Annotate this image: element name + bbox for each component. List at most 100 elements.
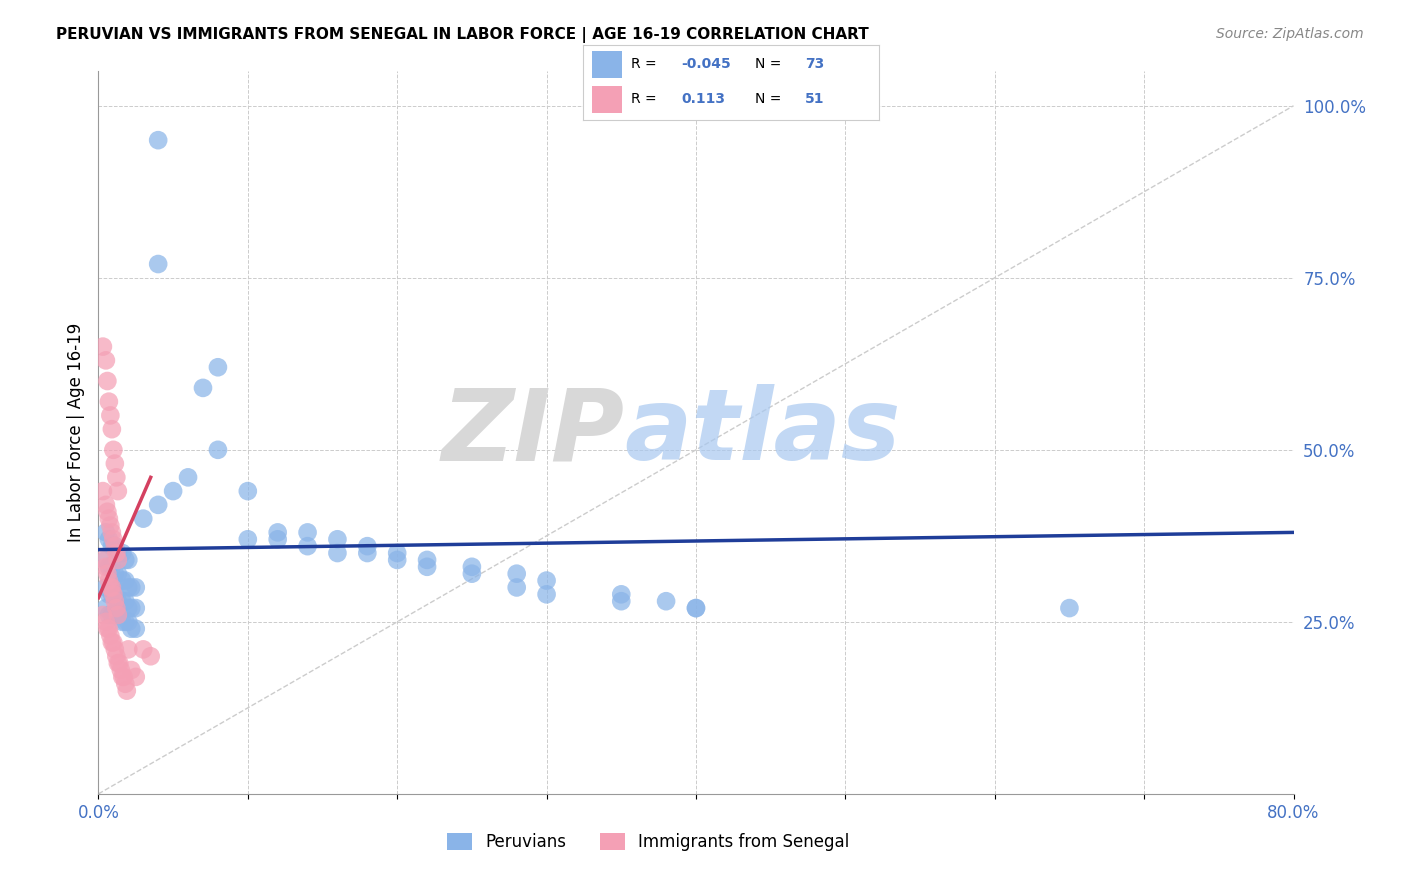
Point (207, 442, 229, 457)
Point (461, 566, 484, 581)
Point (97, 394, 120, 409)
Point (107, 546, 129, 560)
Point (117, 642, 139, 657)
Point (125, 601, 148, 615)
Point (94, 601, 117, 615)
Text: atlas: atlas (624, 384, 901, 481)
Text: 73: 73 (804, 57, 824, 71)
Point (117, 581, 139, 595)
Point (114, 594, 136, 608)
Point (536, 587, 558, 601)
Point (416, 553, 439, 567)
Point (94, 559, 117, 574)
Point (107, 484, 129, 499)
Point (103, 442, 125, 457)
Point (98, 409, 122, 423)
Point (655, 594, 678, 608)
Point (125, 622, 148, 636)
Point (98, 518, 122, 533)
Point (120, 601, 142, 615)
Point (101, 525, 124, 540)
Point (107, 553, 129, 567)
Point (107, 607, 129, 622)
Point (111, 574, 134, 588)
Point (94, 353, 117, 368)
Point (114, 615, 136, 629)
Point (103, 635, 125, 649)
Point (120, 581, 142, 595)
Text: 51: 51 (804, 92, 824, 106)
Point (416, 559, 439, 574)
Point (110, 663, 132, 677)
Point (101, 581, 124, 595)
Point (148, 257, 170, 271)
Point (108, 656, 131, 670)
Point (105, 649, 128, 664)
Point (356, 546, 378, 560)
Point (91, 607, 114, 622)
FancyBboxPatch shape (592, 51, 621, 78)
Point (267, 533, 290, 547)
Point (107, 656, 129, 670)
Point (98, 581, 122, 595)
Point (96, 566, 118, 581)
Point (148, 133, 170, 147)
Point (101, 587, 124, 601)
Point (105, 470, 128, 484)
Text: R =: R = (631, 92, 661, 106)
Point (101, 422, 124, 436)
Point (104, 566, 127, 581)
Point (94, 525, 117, 540)
Point (101, 559, 124, 574)
Point (91, 553, 114, 567)
Point (177, 470, 200, 484)
Point (94, 498, 117, 512)
Point (111, 594, 134, 608)
Point (103, 533, 125, 547)
Point (94, 581, 117, 595)
Point (104, 539, 127, 553)
Point (97, 511, 120, 525)
Text: N =: N = (755, 92, 786, 106)
FancyBboxPatch shape (592, 86, 621, 112)
Point (105, 546, 128, 560)
Point (107, 566, 129, 581)
Point (104, 457, 127, 471)
Point (115, 683, 138, 698)
Point (107, 594, 129, 608)
Point (114, 574, 136, 588)
Point (297, 539, 319, 553)
Point (104, 594, 127, 608)
Point (385, 553, 409, 567)
Point (326, 546, 349, 560)
Point (101, 539, 124, 553)
Point (685, 601, 707, 615)
Point (148, 498, 170, 512)
Point (506, 581, 529, 595)
Point (139, 649, 162, 664)
Point (96, 622, 118, 636)
Point (97, 587, 120, 601)
Point (111, 670, 134, 684)
Point (162, 484, 184, 499)
Point (610, 594, 633, 608)
Point (94, 615, 117, 629)
Point (610, 587, 633, 601)
Text: -0.045: -0.045 (681, 57, 731, 71)
Point (236, 533, 259, 547)
Point (105, 601, 128, 615)
Point (101, 635, 124, 649)
Point (111, 546, 134, 560)
Point (111, 615, 134, 629)
Point (120, 622, 142, 636)
Point (104, 539, 127, 553)
Point (98, 629, 122, 643)
Point (96, 505, 118, 519)
Point (97, 607, 120, 622)
Point (96, 374, 118, 388)
Point (97, 533, 120, 547)
Point (104, 587, 127, 601)
Point (104, 642, 127, 657)
Point (94, 553, 117, 567)
Point (101, 607, 124, 622)
